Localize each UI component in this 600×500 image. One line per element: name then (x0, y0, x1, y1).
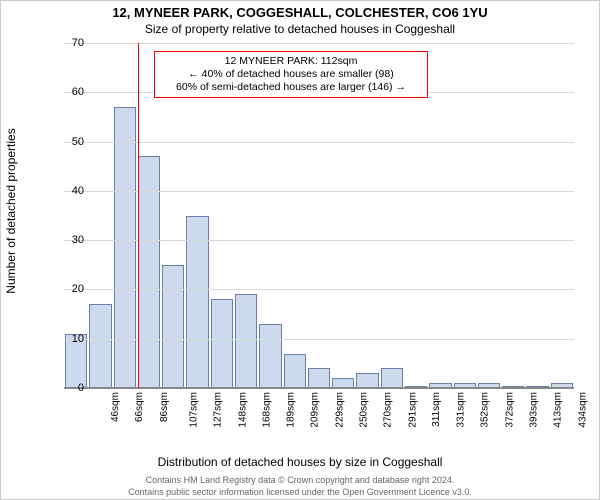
y-axis-label: Number of detached properties (4, 128, 18, 293)
gridline (64, 339, 574, 340)
chart-container: 12, MYNEER PARK, COGGESHALL, COLCHESTER,… (0, 0, 600, 500)
x-tick-label: 331sqm (456, 392, 467, 428)
gridline (64, 388, 574, 389)
x-tick-label: 209sqm (310, 392, 321, 428)
plot-area: 12 MYNEER PARK: 112sqm← 40% of detached … (64, 43, 574, 388)
x-tick-label: 86sqm (159, 392, 170, 422)
marker-line (138, 43, 139, 388)
bar (235, 294, 257, 388)
footer-line-1: Contains HM Land Registry data © Crown c… (1, 475, 599, 485)
gridline (64, 191, 574, 192)
x-tick-label: 270sqm (383, 392, 394, 428)
x-tick-label: 291sqm (407, 392, 418, 428)
bar (259, 324, 281, 388)
y-tick-label: 40 (59, 185, 84, 197)
bar (114, 107, 136, 388)
annotation-line: 60% of semi-detached houses are larger (… (161, 81, 421, 94)
bar (356, 373, 378, 388)
y-tick-label: 30 (59, 234, 84, 246)
x-tick-label: 352sqm (480, 392, 491, 428)
x-tick-label: 127sqm (213, 392, 224, 428)
x-tick-label: 393sqm (529, 392, 540, 428)
x-tick-label: 66sqm (134, 392, 145, 422)
x-tick-label: 229sqm (334, 392, 345, 428)
gridline (64, 142, 574, 143)
title-address: 12, MYNEER PARK, COGGESHALL, COLCHESTER,… (1, 5, 599, 20)
annotation-line: ← 40% of detached houses are smaller (98… (161, 68, 421, 81)
x-axis-label: Distribution of detached houses by size … (1, 455, 599, 469)
footer-line-2: Contains public sector information licen… (1, 487, 599, 497)
bar (211, 299, 233, 388)
bar (308, 368, 330, 388)
x-tick-label: 148sqm (237, 392, 248, 428)
gridline (64, 43, 574, 44)
x-tick-label: 168sqm (261, 392, 272, 428)
x-tick-label: 372sqm (504, 392, 515, 428)
title-subtitle: Size of property relative to detached ho… (1, 22, 599, 36)
x-tick-label: 107sqm (189, 392, 200, 428)
x-tick-label: 189sqm (286, 392, 297, 428)
annotation-box: 12 MYNEER PARK: 112sqm← 40% of detached … (154, 51, 428, 98)
y-tick-label: 70 (59, 37, 84, 49)
bar (381, 368, 403, 388)
bar (162, 265, 184, 388)
title-block: 12, MYNEER PARK, COGGESHALL, COLCHESTER,… (1, 1, 599, 36)
x-tick-label: 250sqm (359, 392, 370, 428)
x-tick-label: 434sqm (577, 392, 588, 428)
bar (89, 304, 111, 388)
bar (284, 354, 306, 389)
gridline (64, 289, 574, 290)
annotation-line: 12 MYNEER PARK: 112sqm (161, 55, 421, 68)
y-tick-label: 10 (59, 333, 84, 345)
x-tick-label: 311sqm (431, 392, 442, 427)
gridline (64, 240, 574, 241)
bar (186, 216, 208, 389)
y-tick-label: 50 (59, 136, 84, 148)
x-tick-label: 46sqm (110, 392, 121, 422)
x-tick-label: 413sqm (553, 392, 564, 428)
y-tick-label: 0 (59, 382, 84, 394)
y-tick-label: 60 (59, 86, 84, 98)
y-tick-label: 20 (59, 283, 84, 295)
